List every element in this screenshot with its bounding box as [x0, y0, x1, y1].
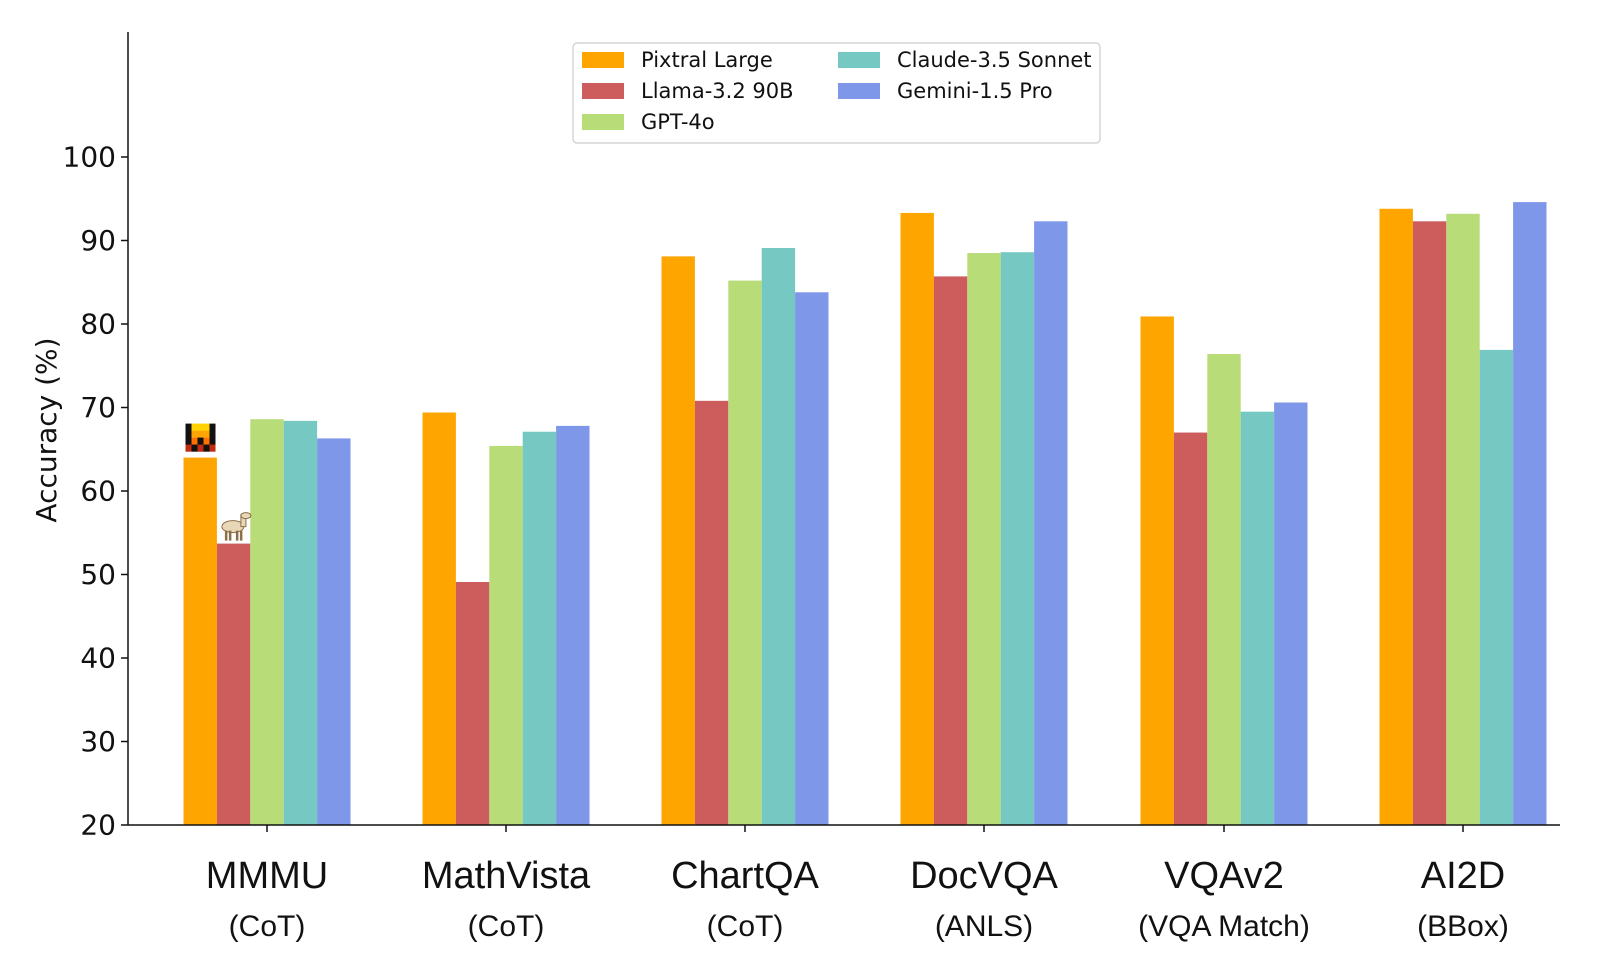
legend-swatch	[838, 52, 880, 68]
bar	[933, 276, 968, 825]
axes-layer	[127, 32, 1560, 826]
bar	[1446, 213, 1480, 825]
bar	[455, 582, 490, 825]
y-tick-label: 40	[80, 642, 116, 675]
legend-swatch	[582, 52, 624, 68]
x-tick-label: MathVista	[422, 855, 591, 897]
bar	[967, 253, 1001, 825]
legend-label: Claude-3.5 Sonnet	[897, 48, 1092, 72]
y-axis-label: Accuracy (%)	[30, 337, 63, 522]
bar	[1207, 354, 1241, 825]
y-tick-label: 70	[80, 391, 116, 424]
y-tick-label: 80	[80, 308, 116, 341]
bar	[522, 431, 557, 825]
x-tick-sublabel: (CoT)	[707, 910, 784, 943]
x-tick-sublabel: (BBox)	[1417, 910, 1509, 943]
bar	[694, 400, 729, 825]
legend-label: Pixtral Large	[641, 48, 773, 72]
bar	[1379, 208, 1413, 825]
bar	[1173, 432, 1208, 825]
bar	[250, 419, 284, 825]
bar	[283, 420, 318, 825]
legend-box	[572, 42, 1101, 144]
y-ticks: 20 30 40 50 60 70 80 90 100	[63, 141, 128, 842]
legend-label: GPT-4o	[641, 110, 715, 134]
llama-icon	[221, 512, 252, 541]
legend: Pixtral Large Llama-3.2 90B GPT-4o Claude-3…	[572, 42, 1101, 144]
x-tick-sublabel: (CoT)	[229, 910, 306, 943]
legend-label: Llama-3.2 90B	[641, 79, 794, 103]
bar	[1034, 221, 1068, 826]
y-tick-label: 90	[80, 224, 116, 257]
bar	[661, 256, 695, 825]
x-ticks: MMMU (CoT) MathVista (CoT) ChartQA (CoT) DocVQ…	[206, 825, 1509, 943]
y-tick-label: 100	[63, 141, 116, 174]
bar	[183, 457, 217, 825]
bar	[1274, 402, 1308, 825]
x-tick-sublabel: (CoT)	[468, 910, 545, 943]
mistral-logo-icon	[185, 423, 216, 452]
bar	[1000, 252, 1035, 825]
x-tick-label: DocVQA	[910, 855, 1058, 897]
bar	[1240, 411, 1275, 825]
bar	[1412, 221, 1447, 826]
bar	[422, 412, 456, 825]
x-tick-sublabel: (ANLS)	[935, 910, 1033, 943]
y-tick-label: 60	[80, 475, 116, 508]
y-tick-label: 30	[80, 725, 116, 758]
bar	[728, 280, 762, 826]
bar	[900, 212, 934, 825]
legend-swatch	[582, 83, 624, 99]
x-tick-label: MMMU	[206, 855, 328, 897]
bar	[556, 425, 590, 825]
bars-layer	[183, 202, 1547, 826]
bar	[489, 445, 523, 825]
y-tick-label: 20	[80, 809, 116, 842]
legend-swatch	[838, 83, 880, 99]
legend-swatch	[582, 114, 624, 130]
bar	[795, 292, 829, 825]
bar	[216, 543, 251, 825]
bar	[1513, 202, 1547, 826]
annotations-layer	[185, 423, 252, 541]
bar	[317, 438, 351, 825]
x-tick-label: AI2D	[1421, 855, 1505, 897]
bar	[1479, 349, 1514, 825]
bar	[1140, 316, 1174, 825]
x-tick-sublabel: (VQA Match)	[1138, 910, 1310, 943]
legend-label: Gemini-1.5 Pro	[897, 79, 1053, 103]
y-tick-label: 50	[80, 558, 116, 591]
bar	[761, 248, 796, 825]
x-tick-label: ChartQA	[671, 855, 819, 897]
x-tick-label: VQAv2	[1164, 855, 1284, 897]
